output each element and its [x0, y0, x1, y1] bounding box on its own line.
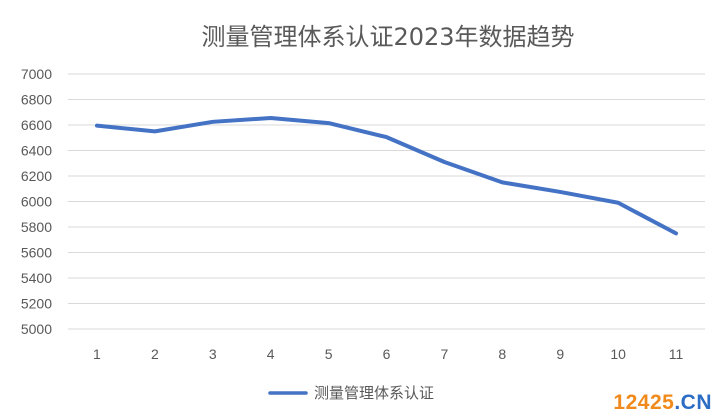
y-tick-label: 6200 — [21, 168, 52, 184]
x-tick-label: 6 — [383, 346, 391, 362]
data-point — [674, 231, 678, 235]
y-tick-label: 6000 — [21, 194, 52, 210]
x-tick-label: 4 — [267, 346, 275, 362]
x-tick-label: 10 — [610, 346, 626, 362]
y-tick-label: 6400 — [21, 143, 52, 159]
gridlines — [68, 73, 705, 330]
x-tick-label: 11 — [669, 346, 684, 362]
data-point — [153, 129, 157, 133]
y-tick-label: 5200 — [21, 296, 52, 312]
data-point — [269, 116, 273, 120]
y-tick-label: 5000 — [21, 321, 52, 337]
watermark-dot: . — [674, 391, 681, 414]
y-tick-label: 5800 — [21, 219, 52, 235]
x-tick-label: 2 — [151, 346, 159, 362]
data-point — [95, 124, 99, 128]
data-point — [385, 135, 388, 139]
legend-label: 测量管理体系认证 — [314, 384, 434, 402]
y-tick-label: 7000 — [21, 66, 52, 82]
site-watermark: 12425.CN — [613, 391, 712, 415]
x-axis-tick-labels: 1 2 3 4 5 6 7 8 9 10 11 — [93, 346, 683, 362]
x-tick-label: 1 — [93, 346, 101, 362]
data-point — [211, 120, 215, 124]
y-tick-label: 5400 — [21, 270, 52, 286]
y-tick-label: 5600 — [21, 245, 52, 261]
x-tick-label: 5 — [325, 346, 333, 362]
watermark-domain: CN — [680, 391, 712, 414]
x-tick-label: 8 — [498, 346, 506, 362]
y-tick-label: 6600 — [21, 117, 52, 133]
legend: 测量管理体系认证 — [268, 384, 434, 402]
data-point — [500, 180, 504, 184]
data-point — [442, 160, 446, 164]
data-point — [558, 190, 562, 194]
y-axis-tick-labels: 5000 5200 5400 5600 5800 6000 6200 6400 6600 6800… — [21, 66, 52, 337]
x-tick-label: 7 — [441, 346, 449, 362]
y-tick-label: 6800 — [21, 92, 52, 108]
data-point — [616, 201, 620, 205]
watermark-number: 12425 — [613, 391, 675, 414]
x-tick-label: 9 — [556, 346, 564, 362]
x-tick-label: 3 — [209, 346, 217, 362]
chart-title: 测量管理体系认证2023年数据趋势 — [201, 23, 574, 51]
series-lines — [94, 115, 679, 236]
data-point — [327, 121, 331, 125]
